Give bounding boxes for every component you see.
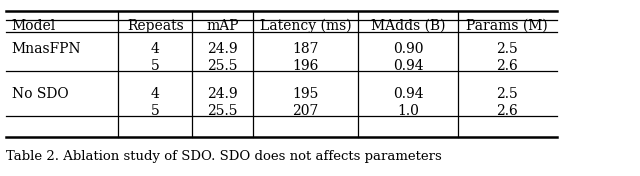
Text: 4: 4 (151, 87, 159, 101)
Text: 196: 196 (292, 59, 319, 73)
Text: 0.94: 0.94 (393, 59, 423, 73)
Text: 5: 5 (151, 59, 159, 73)
Text: 24.9: 24.9 (207, 42, 237, 56)
Text: 4: 4 (151, 42, 159, 56)
Text: 2.6: 2.6 (497, 104, 518, 118)
Text: 195: 195 (292, 87, 319, 101)
Text: mAP: mAP (206, 19, 239, 33)
Text: 207: 207 (292, 104, 319, 118)
Text: 25.5: 25.5 (207, 104, 237, 118)
Text: 0.94: 0.94 (393, 87, 423, 101)
Text: MnasFPN: MnasFPN (12, 42, 81, 56)
Text: No SDO: No SDO (12, 87, 68, 101)
Text: 187: 187 (292, 42, 319, 56)
Text: 1.0: 1.0 (397, 104, 419, 118)
Text: Params (M): Params (M) (467, 19, 548, 33)
Text: 24.9: 24.9 (207, 87, 237, 101)
Text: Latency (ms): Latency (ms) (260, 19, 351, 33)
Text: Table 2. Ablation study of SDO. SDO does not affects parameters: Table 2. Ablation study of SDO. SDO does… (6, 150, 442, 163)
Text: 0.90: 0.90 (393, 42, 423, 56)
Text: 2.5: 2.5 (497, 42, 518, 56)
Text: 2.6: 2.6 (497, 59, 518, 73)
Text: Model: Model (12, 19, 56, 33)
Text: 25.5: 25.5 (207, 59, 237, 73)
Text: MAdds (B): MAdds (B) (371, 19, 445, 33)
Text: Repeats: Repeats (127, 19, 184, 33)
Text: 2.5: 2.5 (497, 87, 518, 101)
Text: 5: 5 (151, 104, 159, 118)
